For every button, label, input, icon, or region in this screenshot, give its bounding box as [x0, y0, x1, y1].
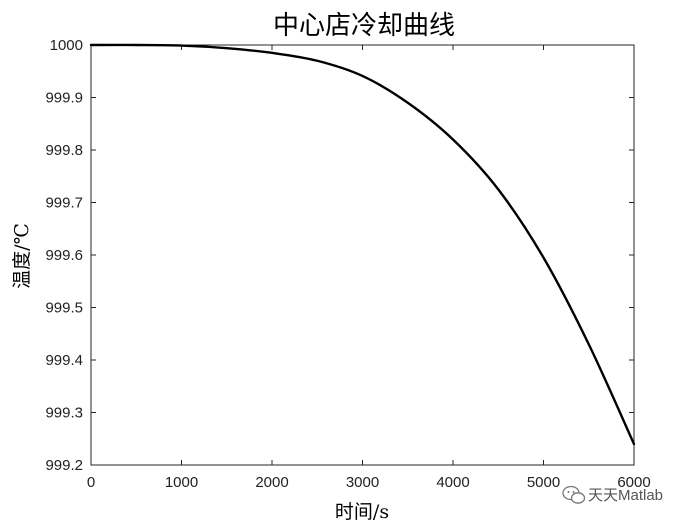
y-axis-label: 温度/℃: [11, 223, 33, 289]
wechat-icon: [562, 485, 586, 504]
chart-title: 中心店冷却曲线: [273, 11, 455, 41]
axes-ticks: 0 1000 2000 3000 4000 5000 6000 1000 999.9 999.8 9…: [45, 37, 650, 491]
y-tick-label: 999.6: [45, 247, 83, 264]
x-tick-label: 0: [87, 474, 95, 491]
x-tick-label: 5000: [527, 474, 560, 491]
watermark-text: 天天Matlab: [588, 487, 663, 504]
x-tick-label: 3000: [346, 474, 379, 491]
x-tick-label: 2000: [255, 474, 288, 491]
x-tick-label: 6000: [617, 474, 650, 491]
y-tick-label: 999.4: [45, 352, 83, 369]
y-tick-label: 999.2: [45, 457, 83, 474]
plot-area: [90, 44, 635, 466]
y-tick-label: 1000: [50, 37, 83, 54]
y-tick-label: 999.3: [45, 405, 83, 422]
y-tick-label: 999.8: [45, 142, 83, 159]
y-tick-label: 999.9: [45, 90, 83, 107]
series-line: [89, 43, 636, 446]
y-tick-label: 999.7: [45, 195, 83, 212]
x-tick-label: 1000: [165, 474, 198, 491]
watermark: 天天Matlab: [562, 485, 663, 504]
x-tick-label: 4000: [436, 474, 469, 491]
x-axis-label: 时间/s: [335, 501, 389, 523]
series-layer: [89, 43, 636, 446]
y-tick-label: 999.5: [45, 300, 83, 317]
